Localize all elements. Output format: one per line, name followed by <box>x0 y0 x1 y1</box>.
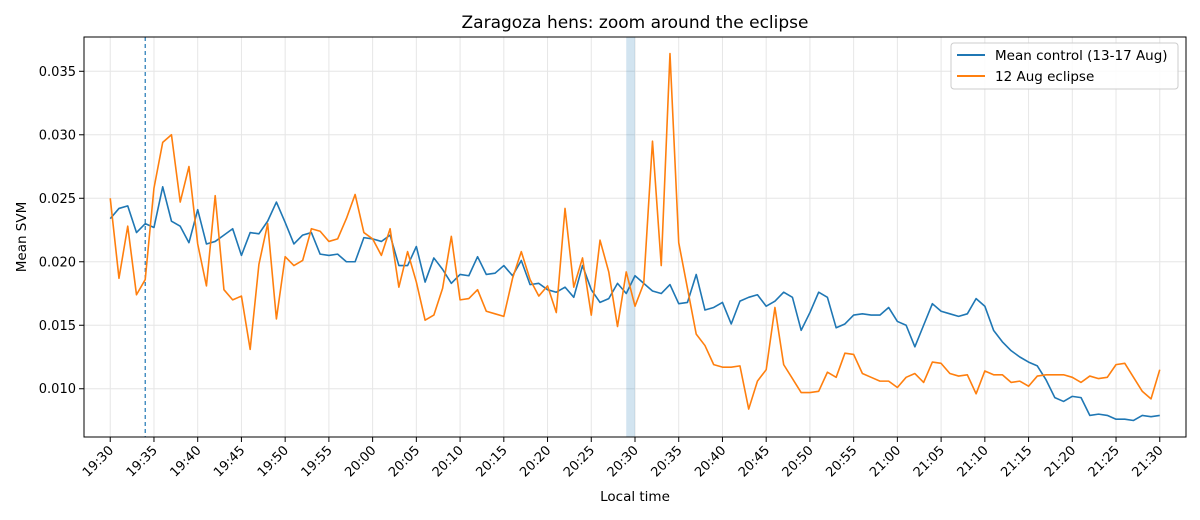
x-tick-label: 21:30 <box>1129 443 1166 480</box>
x-tick-label: 20:45 <box>736 443 773 480</box>
y-axis-label: Mean SVM <box>14 202 30 273</box>
y-tick-label: 0.015 <box>39 319 76 334</box>
x-tick-label: 21:20 <box>1042 443 1079 480</box>
x-tick-label: 19:30 <box>80 443 117 480</box>
x-tick-label: 19:50 <box>255 443 292 480</box>
chart-title: Zaragoza hens: zoom around the eclipse <box>462 13 809 33</box>
y-tick-label: 0.035 <box>39 65 76 80</box>
series-line-0 <box>109 186 1160 422</box>
x-tick-label: 21:25 <box>1086 443 1123 480</box>
series-layer <box>109 52 1161 422</box>
x-tick-label: 20:25 <box>561 443 598 480</box>
x-axis-ticks: 19:30 19:35 19:40 19:45 19:50 19:55 20:00 20:05… <box>80 437 1167 480</box>
y-tick-label: 0.030 <box>39 128 76 143</box>
x-tick-label: 20:35 <box>648 443 685 480</box>
y-tick-label: 0.010 <box>39 382 76 397</box>
x-tick-label: 19:45 <box>211 443 248 480</box>
x-tick-label: 19:55 <box>299 443 336 480</box>
x-tick-label: 21:05 <box>911 443 948 480</box>
legend-label-0: Mean control (13-17 Aug) <box>995 48 1168 64</box>
legend-box <box>950 42 1179 90</box>
x-tick-label: 20:20 <box>517 443 554 480</box>
legend: Mean control (13-17 Aug) 12 Aug eclipse <box>950 42 1179 90</box>
y-tick-label: 0.025 <box>39 192 76 207</box>
x-axis-label: Local time <box>600 489 670 505</box>
x-tick-label: 20:30 <box>605 443 642 480</box>
x-tick-label: 21:10 <box>955 443 992 480</box>
x-tick-label: 21:00 <box>867 443 904 480</box>
y-axis-ticks: 0.010 0.015 0.020 0.025 0.030 0.035 <box>39 65 84 397</box>
x-tick-label: 20:50 <box>780 443 817 480</box>
legend-label-1: 12 Aug eclipse <box>995 69 1094 85</box>
grid <box>84 37 1186 437</box>
x-tick-label: 19:35 <box>124 443 161 480</box>
x-tick-label: 20:00 <box>342 443 379 480</box>
x-tick-label: 21:15 <box>998 443 1035 480</box>
x-tick-label: 20:40 <box>692 443 729 480</box>
x-tick-label: 20:10 <box>430 443 467 480</box>
x-tick-label: 20:05 <box>386 443 423 480</box>
y-tick-label: 0.020 <box>39 255 76 270</box>
x-tick-label: 20:15 <box>474 443 511 480</box>
series-line-1 <box>109 52 1161 410</box>
eclipse-shaded-span <box>626 37 635 437</box>
x-tick-label: 20:55 <box>823 443 860 480</box>
x-tick-label: 19:40 <box>167 443 204 480</box>
